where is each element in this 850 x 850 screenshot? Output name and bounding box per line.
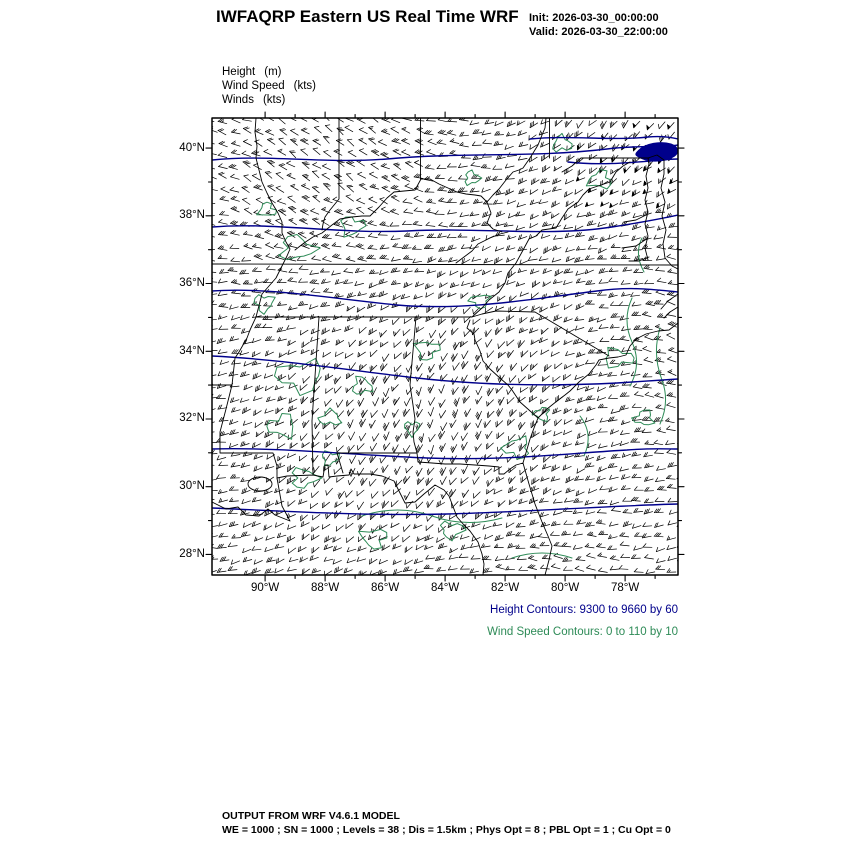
- legend-item-height: Height (m): [222, 66, 316, 80]
- page-title: IWFAQRP Eastern US Real Time WRF: [216, 7, 519, 26]
- valid-time: Valid: 2026-03-30_22:00:00: [529, 26, 668, 38]
- legend-field-name: Winds: [222, 93, 254, 106]
- map-frame: [211, 117, 679, 576]
- height-contour-max-region: [635, 142, 678, 162]
- lon-label-90w: 90°W: [250, 582, 280, 594]
- legend-field-unit: (kts): [262, 93, 286, 106]
- lat-label-28n: 28°N: [179, 547, 205, 560]
- lon-label-88w: 88°W: [310, 582, 340, 594]
- windspeed-contour-note: Wind Speed Contours: 0 to 110 by 10: [487, 626, 678, 638]
- model-info-line-1: OUTPUT FROM WRF V4.6.1 MODEL: [222, 810, 400, 822]
- map-plot: [205, 111, 685, 582]
- legend-field-name: Height: [222, 66, 256, 78]
- lat-label-38n: 38°N: [179, 209, 205, 222]
- legend-field-name: Wind Speed: [222, 79, 285, 92]
- legend-field-unit: (m): [264, 66, 282, 78]
- init-time: Init: 2026-03-30_00:00:00: [529, 12, 659, 24]
- lat-label-36n: 36°N: [179, 277, 205, 290]
- lon-label-82w: 82°W: [490, 582, 520, 594]
- lat-label-40n: 40°N: [179, 141, 205, 154]
- height-contours: [212, 135, 678, 516]
- lon-label-84w: 84°W: [430, 582, 460, 594]
- state-boundaries-coastline: [212, 118, 678, 575]
- lon-label-80w: 80°W: [550, 582, 580, 594]
- run-times: Init: 2026-03-30_00:00:00 Valid: 2026-03…: [529, 11, 668, 39]
- lat-label-32n: 32°N: [179, 412, 205, 425]
- wind-barb-flags: [576, 123, 673, 209]
- legend-item-winds: Winds (kts): [222, 94, 316, 108]
- axis-tick-marks: [205, 111, 685, 582]
- lat-label-30n: 30°N: [179, 480, 205, 493]
- lon-label-86w: 86°W: [370, 582, 400, 594]
- lon-label-78w: 78°W: [610, 582, 640, 594]
- wind-barb-staffs: [212, 118, 678, 575]
- legend-field-unit: (kts): [293, 79, 317, 92]
- model-info-line-2: WE = 1000 ; SN = 1000 ; Levels = 38 ; Di…: [222, 823, 671, 836]
- lat-label-34n: 34°N: [179, 344, 205, 357]
- model-info: OUTPUT FROM WRF V4.6.1 MODEL WE = 1000 ;…: [222, 810, 671, 837]
- field-legend: Height (m) Wind Speed (kts) Winds (kts): [222, 66, 316, 107]
- wind-speed-contours: [253, 132, 666, 559]
- legend-item-wind-speed: Wind Speed (kts): [222, 80, 316, 94]
- height-contour-note: Height Contours: 9300 to 9660 by 60: [490, 604, 678, 616]
